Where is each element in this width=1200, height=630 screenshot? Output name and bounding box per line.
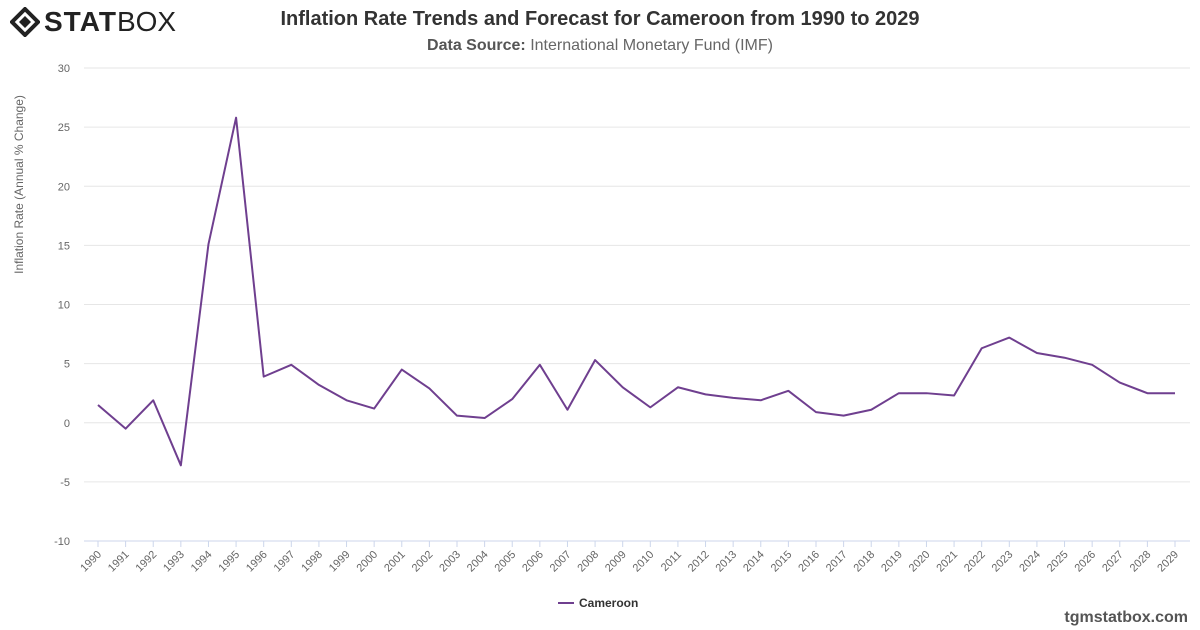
x-tick-label: 2011 bbox=[659, 549, 684, 574]
x-tick-label: 2017 bbox=[824, 549, 850, 575]
x-tick-label: 2026 bbox=[1072, 549, 1098, 575]
x-tick-label: 2020 bbox=[907, 549, 933, 575]
x-tick-label: 2019 bbox=[879, 549, 905, 575]
x-tick-label: 2006 bbox=[520, 549, 546, 575]
x-tick-label: 1992 bbox=[134, 549, 160, 575]
x-tick-label: 2001 bbox=[382, 549, 408, 575]
logo-text-bold: STAT bbox=[44, 6, 117, 37]
chart-subtitle: Data Source: International Monetary Fund… bbox=[0, 37, 1200, 55]
y-tick-label: 25 bbox=[58, 122, 70, 134]
x-tick-label: 2002 bbox=[410, 549, 436, 575]
x-tick-label: 2016 bbox=[796, 549, 822, 575]
y-axis-title: Inflation Rate (Annual % Change) bbox=[12, 95, 26, 274]
x-tick-label: 2025 bbox=[1045, 549, 1071, 575]
y-tick-label: 5 bbox=[64, 359, 70, 371]
chart-title: Inflation Rate Trends and Forecast for C… bbox=[280, 8, 920, 30]
x-tick-label: 2015 bbox=[769, 549, 795, 575]
x-tick-label: 1997 bbox=[272, 549, 298, 575]
y-tick-label: 20 bbox=[58, 181, 70, 193]
series-line-cameroon bbox=[97, 116, 1175, 467]
y-tick-label: 10 bbox=[58, 300, 70, 312]
subtitle-label: Data Source: bbox=[427, 37, 526, 54]
x-tick-label: 2000 bbox=[354, 549, 380, 575]
x-tick-label: 1994 bbox=[189, 549, 215, 575]
y-tick-label: 15 bbox=[58, 240, 70, 252]
x-tick-label: 2029 bbox=[1155, 549, 1181, 575]
x-tick-label: 2008 bbox=[575, 549, 601, 575]
x-tick-label: 1999 bbox=[327, 549, 353, 575]
y-tick-label: -5 bbox=[60, 477, 70, 489]
x-tick-label: 1998 bbox=[299, 549, 325, 575]
x-tick-label: 2012 bbox=[686, 549, 712, 575]
x-tick-label: 1991 bbox=[106, 549, 132, 575]
x-tick-label: 1990 bbox=[78, 549, 104, 575]
x-tick-label: 1993 bbox=[161, 549, 187, 575]
x-tick-label: 1995 bbox=[216, 549, 242, 575]
x-tick-label: 2010 bbox=[631, 549, 657, 575]
x-tick-label: 2005 bbox=[493, 549, 519, 575]
x-tick-label: 2027 bbox=[1100, 549, 1126, 575]
y-tick-label: -10 bbox=[54, 536, 70, 548]
legend-item[interactable]: Cameroon bbox=[579, 596, 638, 610]
y-tick-label: 0 bbox=[64, 418, 70, 430]
subtitle-value: International Monetary Fund (IMF) bbox=[530, 37, 773, 54]
x-tick-label: 2013 bbox=[713, 549, 739, 575]
x-tick-label: 2018 bbox=[852, 549, 878, 575]
statbox-logo: STAT BOX bbox=[10, 6, 176, 38]
x-tick-label: 2009 bbox=[603, 549, 629, 575]
x-tick-label: 2022 bbox=[962, 549, 988, 575]
x-tick-label: 2028 bbox=[1128, 549, 1154, 575]
x-tick-label: 2021 bbox=[934, 549, 960, 575]
x-tick-label: 2023 bbox=[990, 549, 1016, 575]
x-tick-label: 2024 bbox=[1017, 549, 1043, 575]
logo-text-thin: BOX bbox=[116, 6, 177, 37]
x-tick-label: 2014 bbox=[741, 549, 767, 575]
x-tick-label: 2003 bbox=[437, 549, 463, 575]
credit-text[interactable]: tgmstatbox.com bbox=[1064, 609, 1188, 626]
x-tick-label: 2004 bbox=[465, 549, 491, 575]
y-tick-label: 30 bbox=[58, 63, 70, 75]
x-tick-label: 2007 bbox=[548, 549, 574, 575]
x-tick-label: 1996 bbox=[244, 549, 270, 575]
diamond-logo-icon bbox=[10, 7, 40, 37]
